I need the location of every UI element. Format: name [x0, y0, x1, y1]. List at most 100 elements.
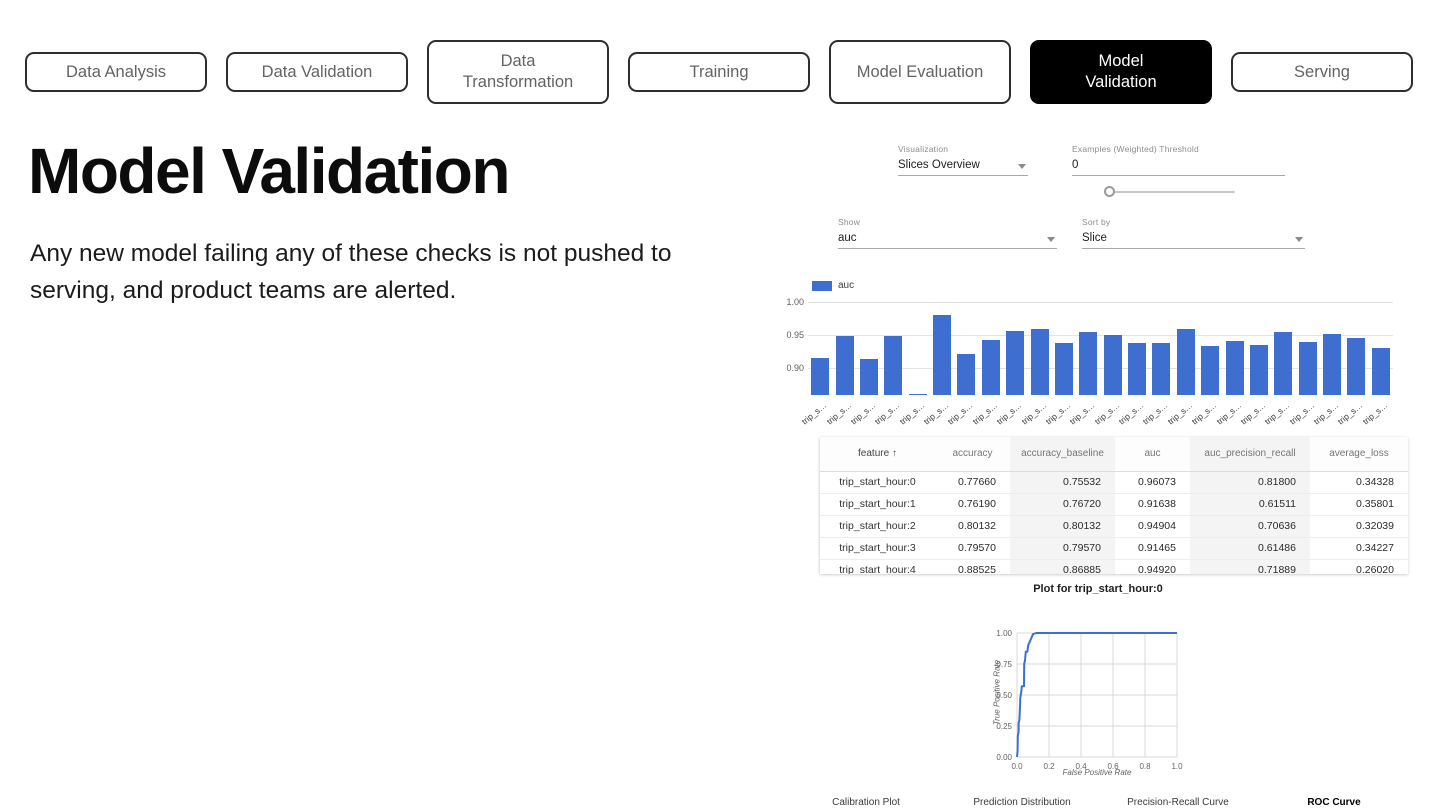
auc-bar[interactable] — [933, 315, 952, 395]
auc-bar[interactable] — [957, 353, 976, 395]
auc-bar[interactable] — [811, 357, 830, 395]
auc-bar[interactable] — [1298, 341, 1317, 395]
table-cell: 0.75532 — [1010, 471, 1115, 494]
auc-bar[interactable] — [1274, 331, 1293, 395]
tab-roc-curve[interactable]: ROC Curve — [1307, 797, 1361, 808]
roc-x-axis-title: False Positive Rate — [1062, 768, 1132, 777]
table-cell: 0.96073 — [1115, 471, 1190, 494]
auc-bar[interactable] — [1054, 343, 1073, 395]
column-header-accuracy[interactable]: accuracy — [935, 437, 1010, 472]
sort-by-select[interactable]: Sort by Slice — [1082, 217, 1305, 249]
table-cell: 0.81800 — [1190, 471, 1310, 494]
table-row[interactable]: trip_start_hour:1 0.76190 0.76720 0.91638 0.… — [820, 493, 1408, 516]
table-cell: 0.76720 — [1010, 493, 1115, 516]
table-cell: 0.94920 — [1115, 559, 1190, 574]
tab-prediction-distribution[interactable]: Prediction Distribution — [973, 797, 1071, 808]
page-description: Any new model failing any of these check… — [30, 240, 672, 304]
nav-step-data-transformation[interactable]: Data Transformation — [427, 40, 609, 104]
tab-calibration-plot[interactable]: Calibration Plot — [832, 797, 900, 808]
auc-bar[interactable] — [1201, 346, 1220, 395]
chart-legend: auc — [812, 280, 854, 291]
table-cell: trip_start_hour:4 — [820, 559, 935, 574]
auc-bar[interactable] — [1347, 337, 1366, 395]
auc-bar[interactable] — [884, 336, 903, 395]
column-header-accuracy_baseline[interactable]: accuracy_baseline — [1010, 437, 1115, 472]
threshold-input[interactable]: Examples (Weighted) Threshold 0 — [1072, 144, 1285, 176]
table-cell: 0.26020 — [1310, 559, 1408, 574]
dropdown-arrow-icon — [1047, 237, 1055, 242]
auc-bar[interactable] — [859, 359, 878, 395]
auc-bar[interactable] — [908, 393, 927, 395]
table-cell: 0.88525 — [935, 559, 1010, 574]
show-value: auc — [838, 232, 1057, 249]
visualization-label: Visualization — [898, 144, 949, 154]
plot-type-tabs: Calibration Plot Prediction Distribution… — [788, 797, 1412, 808]
show-select[interactable]: Show auc — [838, 217, 1057, 249]
svg-text:0.75: 0.75 — [996, 660, 1012, 669]
visualization-select[interactable]: Visualization Slices Overview — [898, 144, 1028, 176]
auc-bar[interactable] — [1006, 330, 1025, 395]
y-gridline — [808, 302, 1393, 304]
table-row[interactable]: trip_start_hour:0 0.77660 0.75532 0.96073 0.… — [820, 471, 1408, 494]
auc-bar[interactable] — [981, 339, 1000, 395]
svg-text:0.25: 0.25 — [996, 722, 1012, 731]
auc-bar[interactable] — [1176, 328, 1195, 395]
y-tick-label: 0.95 — [786, 330, 804, 341]
table-cell: trip_start_hour:1 — [820, 493, 935, 516]
show-label: Show — [838, 217, 861, 227]
table-cell: 0.61486 — [1190, 537, 1310, 560]
nav-step-model-evaluation[interactable]: Model Evaluation — [829, 40, 1011, 104]
table-cell: 0.34227 — [1310, 537, 1408, 560]
column-header-average_loss[interactable]: average_loss — [1310, 437, 1408, 472]
tab-precision-recall-curve[interactable]: Precision-Recall Curve — [1127, 797, 1229, 808]
y-gridline — [808, 368, 1393, 370]
pipeline-nav: Data Analysis Data Validation Data Trans… — [25, 40, 1413, 104]
nav-step-data-analysis[interactable]: Data Analysis — [25, 52, 207, 92]
sort-by-label: Sort by — [1082, 217, 1111, 227]
plot-title: Plot for trip_start_hour:0 — [1033, 583, 1163, 595]
slices-overview-bar-chart: auc 1.00 0.95 0.90 trip_s… trip_s… trip_s… tri… — [776, 278, 1400, 426]
y-tick-label: 1.00 — [786, 297, 804, 308]
auc-bar[interactable] — [1371, 348, 1390, 395]
auc-bar[interactable] — [1103, 335, 1122, 395]
y-gridline — [808, 335, 1393, 337]
dropdown-arrow-icon — [1018, 164, 1026, 169]
column-header-auc_precision_recall[interactable]: auc_precision_recall — [1190, 437, 1310, 472]
table-row[interactable]: trip_start_hour:2 0.80132 0.80132 0.94904 0.… — [820, 515, 1408, 538]
table-cell: trip_start_hour:2 — [820, 515, 935, 538]
nav-step-training[interactable]: Training — [628, 52, 810, 92]
auc-bar[interactable] — [1030, 328, 1049, 395]
roc-curve-plot: 0.0 0.2 0.4 0.6 0.8 1.0 0.00 0.25 0.50 0.75 1.00 — [975, 622, 1205, 778]
table-cell: 0.32039 — [1310, 515, 1408, 538]
table-cell: 0.61511 — [1190, 493, 1310, 516]
threshold-slider[interactable] — [1104, 186, 1235, 197]
nav-step-serving[interactable]: Serving — [1231, 52, 1413, 92]
visualization-value: Slices Overview — [898, 159, 1028, 176]
nav-step-data-validation[interactable]: Data Validation — [226, 52, 408, 92]
column-header-auc[interactable]: auc — [1115, 437, 1190, 472]
legend-swatch-icon — [812, 280, 832, 291]
dropdown-arrow-icon — [1295, 237, 1303, 242]
table-row[interactable]: trip_start_hour:3 0.79570 0.79570 0.91465 0.… — [820, 537, 1408, 560]
auc-bar[interactable] — [1225, 341, 1244, 395]
auc-bar[interactable] — [1323, 333, 1342, 395]
auc-bar[interactable] — [1079, 331, 1098, 395]
svg-text:1.0: 1.0 — [1171, 762, 1183, 771]
table-row[interactable]: trip_start_hour:4 0.88525 0.86885 0.94920 0.… — [820, 559, 1408, 574]
auc-bar[interactable] — [1152, 343, 1171, 395]
table-cell: 0.70636 — [1190, 515, 1310, 538]
table-cell: 0.79570 — [935, 537, 1010, 560]
table-cell: 0.86885 — [1010, 559, 1115, 574]
table-cell: 0.76190 — [935, 493, 1010, 516]
table-cell: 0.91638 — [1115, 493, 1190, 516]
auc-bar[interactable] — [1128, 343, 1147, 395]
legend-label: auc — [838, 280, 855, 291]
column-header-feature[interactable]: feature ↑ — [820, 437, 935, 472]
svg-text:1.00: 1.00 — [996, 629, 1012, 638]
svg-text:0.6: 0.6 — [1107, 762, 1119, 771]
auc-bar[interactable] — [835, 336, 854, 395]
auc-bar[interactable] — [1249, 345, 1268, 395]
page-title: Model Validation — [28, 135, 510, 207]
nav-step-model-validation[interactable]: Model Validation — [1030, 40, 1212, 104]
slider-thumb[interactable] — [1104, 186, 1115, 197]
